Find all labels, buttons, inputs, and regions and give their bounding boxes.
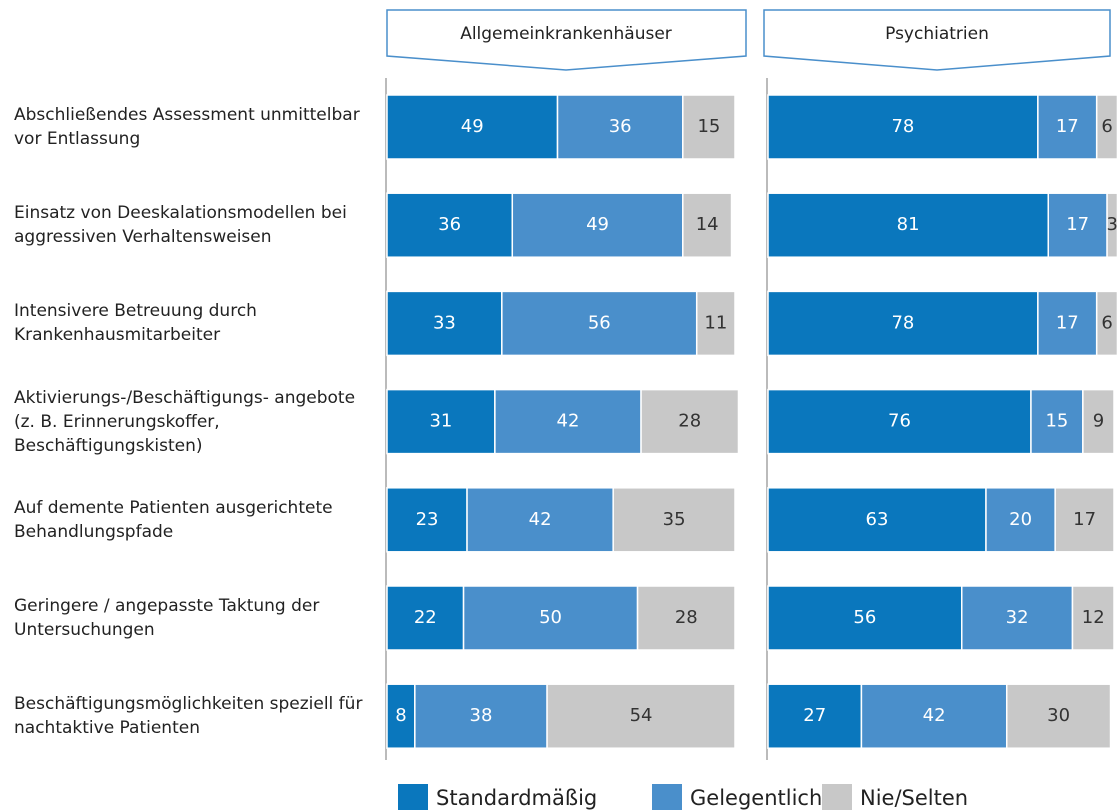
data-label: 78 bbox=[891, 312, 914, 333]
bar-segment bbox=[1095, 290, 1118, 357]
bar-segment bbox=[1071, 585, 1115, 651]
bar-segment bbox=[767, 290, 1039, 357]
data-label: 17 bbox=[1066, 214, 1089, 235]
category-label: Aktivierungs-/Beschäftigungs- angebote (… bbox=[14, 387, 356, 456]
bar-segment bbox=[636, 585, 736, 651]
data-label: 56 bbox=[588, 312, 611, 333]
data-label: 36 bbox=[609, 116, 632, 137]
data-label: 12 bbox=[1082, 607, 1105, 628]
data-label: 9 bbox=[1093, 411, 1104, 432]
category-label: Beschäftigungsmöglichkeiten speziell für… bbox=[14, 694, 363, 739]
category-label: Geringere / angepasste Taktung der Unter… bbox=[14, 596, 320, 640]
panel-title: Psychiatrien bbox=[885, 24, 989, 44]
data-label: 17 bbox=[1056, 312, 1079, 333]
data-label: 76 bbox=[888, 411, 911, 432]
bar-segment bbox=[462, 585, 639, 651]
data-label: 31 bbox=[429, 411, 452, 432]
bar-segment bbox=[494, 388, 642, 455]
data-label: 81 bbox=[897, 214, 920, 235]
data-label: 36 bbox=[438, 214, 461, 235]
bar-segment bbox=[767, 487, 987, 553]
bar-segment bbox=[767, 192, 1050, 258]
data-label: 6 bbox=[1101, 312, 1112, 333]
data-label: 56 bbox=[853, 607, 876, 628]
legend-swatch bbox=[652, 784, 682, 810]
legend-swatch bbox=[822, 784, 852, 810]
bar-segment bbox=[386, 487, 468, 553]
data-label: 15 bbox=[697, 116, 720, 137]
bar-segment bbox=[695, 290, 736, 357]
data-label: 14 bbox=[696, 214, 719, 235]
bar-segment bbox=[985, 487, 1056, 553]
bar-segment bbox=[767, 585, 963, 651]
data-label: 42 bbox=[529, 509, 552, 530]
data-label: 42 bbox=[923, 705, 946, 726]
data-label: 17 bbox=[1056, 116, 1079, 137]
data-label: 50 bbox=[539, 607, 562, 628]
bar-segment bbox=[1047, 192, 1108, 258]
bar-segment bbox=[640, 388, 740, 455]
bar-segment bbox=[1095, 94, 1118, 160]
bar-segment bbox=[961, 585, 1074, 651]
data-label: 23 bbox=[416, 509, 439, 530]
bar-segment bbox=[1037, 94, 1098, 160]
bar-segment bbox=[386, 94, 559, 160]
data-label: 38 bbox=[470, 705, 493, 726]
bar-segment bbox=[1005, 683, 1112, 749]
bar-segment bbox=[767, 94, 1039, 160]
data-label: 35 bbox=[663, 509, 686, 530]
category-label: Auf demente Patienten ausgerichtete Beha… bbox=[14, 497, 333, 542]
bar-segment bbox=[682, 192, 733, 258]
data-label: 20 bbox=[1009, 509, 1032, 530]
bar-segment bbox=[1054, 487, 1115, 553]
category-label: Abschließendes Assessment unmittelbar vo… bbox=[14, 105, 360, 149]
data-label: 28 bbox=[675, 607, 698, 628]
data-label: 42 bbox=[557, 411, 580, 432]
bar-segment bbox=[466, 487, 614, 553]
data-label: 30 bbox=[1047, 705, 1070, 726]
bar-segment bbox=[1082, 388, 1115, 455]
data-label: 28 bbox=[678, 411, 701, 432]
bar-segment bbox=[546, 683, 736, 749]
bar-segment bbox=[1106, 192, 1118, 258]
bar-segment bbox=[767, 683, 863, 749]
bar-segment bbox=[386, 683, 416, 749]
legend-label: Gelegentlich bbox=[690, 786, 822, 810]
data-label: 27 bbox=[803, 705, 826, 726]
data-label: 49 bbox=[586, 214, 609, 235]
data-label: 78 bbox=[891, 116, 914, 137]
data-label: 8 bbox=[395, 705, 406, 726]
data-label: 17 bbox=[1073, 509, 1096, 530]
category-label: Einsatz von Deeskalationsmodellen bei ag… bbox=[14, 203, 347, 248]
bar-segment bbox=[511, 192, 684, 258]
bar-segment bbox=[386, 192, 514, 258]
data-label: 63 bbox=[866, 509, 889, 530]
legend-label: Nie/Selten bbox=[860, 786, 968, 810]
bar-segment bbox=[682, 94, 736, 160]
bar-segment bbox=[767, 388, 1032, 455]
panel-title: Allgemeinkrankenhäuser bbox=[460, 24, 672, 44]
data-label: 11 bbox=[704, 312, 727, 333]
data-label: 6 bbox=[1101, 116, 1112, 137]
data-label: 54 bbox=[630, 705, 653, 726]
category-label: Intensivere Betreuung durch Krankenhausm… bbox=[14, 301, 257, 346]
bar-segment bbox=[612, 487, 736, 553]
bar-segment bbox=[1030, 388, 1084, 455]
panel-header bbox=[763, 9, 1111, 71]
data-label: 32 bbox=[1006, 607, 1029, 628]
panel-header bbox=[386, 9, 747, 71]
legend-swatch bbox=[398, 784, 428, 810]
data-label: 49 bbox=[461, 116, 484, 137]
bar-segment bbox=[386, 585, 465, 651]
bar-segment bbox=[386, 290, 503, 357]
data-label: 15 bbox=[1045, 411, 1068, 432]
data-label: 22 bbox=[414, 607, 437, 628]
data-label: 3 bbox=[1107, 214, 1118, 235]
data-label: 33 bbox=[433, 312, 456, 333]
legend-label: Standardmäßig bbox=[436, 786, 597, 810]
